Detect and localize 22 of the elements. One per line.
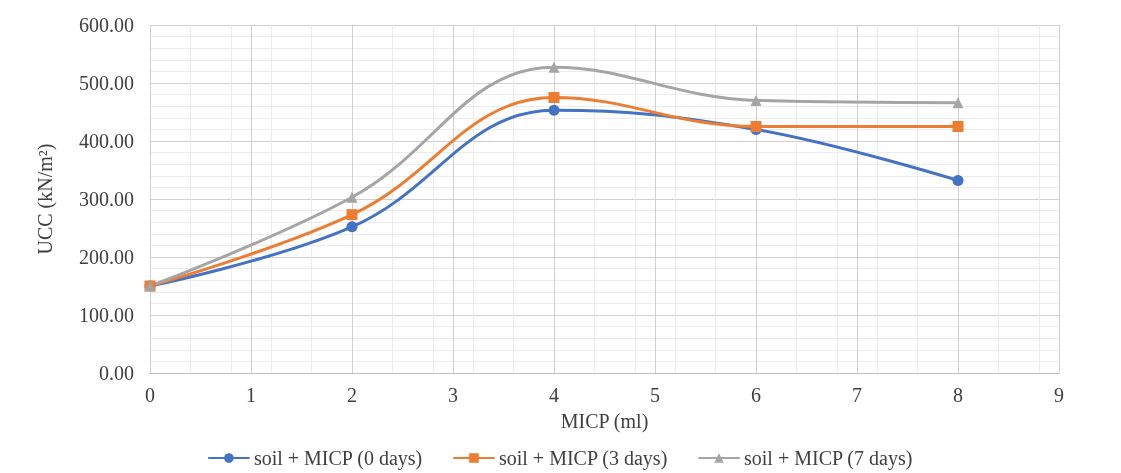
x-tick-label: 5: [650, 384, 660, 406]
y-tick-label: 400.00: [79, 130, 134, 152]
x-tick-label: 9: [1054, 384, 1064, 406]
legend-label: soil + MICP (0 days): [253, 447, 423, 470]
x-tick-label: 1: [246, 384, 256, 406]
x-tick-label: 6: [751, 384, 761, 406]
x-tick-label: 2: [347, 384, 357, 406]
y-tick-label: 0.00: [99, 362, 134, 384]
x-tick-label: 8: [953, 384, 963, 406]
x-tick-label: 0: [145, 384, 155, 406]
y-tick-label: 600.00: [79, 14, 134, 36]
y-tick-label: 500.00: [79, 72, 134, 94]
y-axis-title: UCC (kN/m²): [34, 143, 57, 255]
legend-label: soil + MICP (3 days): [498, 447, 668, 470]
y-tick-label: 200.00: [79, 246, 134, 268]
x-tick-label: 4: [549, 384, 559, 406]
x-tick-label: 3: [448, 384, 458, 406]
x-axis-title: MICP (ml): [560, 410, 649, 433]
y-tick-label: 300.00: [79, 188, 134, 210]
y-tick-label: 100.00: [79, 304, 134, 326]
legend-label: soil + MICP (7 days): [744, 447, 913, 470]
x-tick-label: 7: [852, 384, 862, 406]
